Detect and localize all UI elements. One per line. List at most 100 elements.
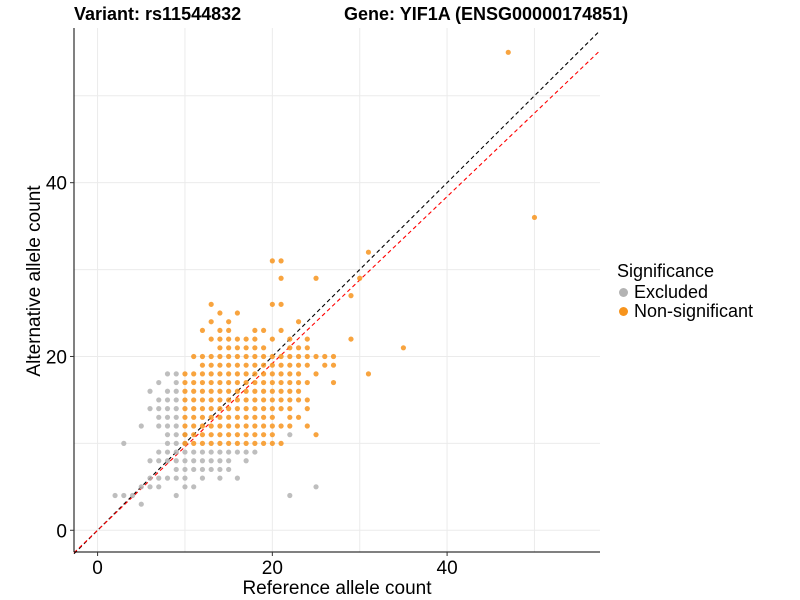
point-non-significant <box>348 336 354 342</box>
axes <box>73 28 600 553</box>
point-excluded <box>173 414 179 420</box>
point-non-significant <box>199 423 206 429</box>
point-excluded <box>208 466 214 473</box>
point-excluded <box>173 388 179 394</box>
point-non-significant <box>287 353 293 360</box>
point-non-significant <box>234 406 240 412</box>
point-non-significant <box>182 371 188 377</box>
point-non-significant <box>208 414 214 420</box>
point-non-significant <box>278 301 284 307</box>
point-excluded <box>252 449 258 455</box>
point-excluded <box>173 406 179 412</box>
point-non-significant <box>182 379 188 386</box>
point-non-significant <box>295 371 302 377</box>
gene-title: Gene: YIF1A (ENSG00000174851) <box>344 4 629 24</box>
point-excluded <box>173 432 179 438</box>
point-non-significant <box>226 371 232 377</box>
point-non-significant <box>304 379 310 386</box>
point-non-significant <box>217 362 223 368</box>
point-non-significant <box>269 440 275 446</box>
point-non-significant <box>252 371 258 377</box>
point-non-significant <box>243 388 249 394</box>
point-excluded <box>156 484 162 490</box>
point-non-significant <box>278 362 284 368</box>
point-non-significant <box>304 423 310 429</box>
y-tick-label: 40 <box>46 174 67 195</box>
point-excluded <box>173 440 179 446</box>
point-excluded <box>173 492 179 499</box>
reference-line-fit <box>73 50 601 554</box>
point-non-significant <box>226 379 232 386</box>
point-excluded <box>138 501 144 507</box>
point-non-significant <box>199 371 206 377</box>
point-non-significant <box>234 310 240 316</box>
point-non-significant <box>208 379 214 386</box>
point-non-significant <box>226 319 232 325</box>
variant-title: Variant: rs11544832 <box>74 4 242 24</box>
point-non-significant <box>295 362 302 368</box>
reference-lines <box>73 30 601 555</box>
x-tick-label: 40 <box>437 558 458 579</box>
point-non-significant <box>217 379 223 386</box>
point-non-significant <box>269 258 275 264</box>
point-non-significant <box>287 371 293 377</box>
point-excluded <box>156 397 162 403</box>
legend-item-non-significant: Non-significant <box>617 302 753 321</box>
point-excluded <box>208 449 214 455</box>
point-non-significant <box>348 293 354 299</box>
point-excluded <box>173 449 179 455</box>
point-excluded <box>156 449 162 455</box>
point-non-significant <box>252 397 258 403</box>
point-non-significant <box>234 440 240 446</box>
point-non-significant <box>208 397 214 403</box>
point-non-significant <box>226 440 232 446</box>
point-non-significant <box>531 214 538 221</box>
point-excluded <box>217 475 223 481</box>
point-non-significant <box>261 388 267 394</box>
point-non-significant <box>295 397 302 403</box>
point-non-significant <box>182 397 188 403</box>
point-non-significant <box>191 432 197 438</box>
point-non-significant <box>199 388 206 394</box>
point-non-significant <box>191 353 197 360</box>
point-excluded <box>199 475 206 481</box>
point-non-significant <box>287 406 293 412</box>
point-non-significant <box>295 319 302 325</box>
point-non-significant <box>243 397 249 403</box>
point-excluded <box>208 458 214 464</box>
point-excluded <box>191 449 197 455</box>
point-non-significant <box>191 388 197 394</box>
point-non-significant <box>243 345 249 351</box>
point-non-significant <box>252 406 258 412</box>
point-non-significant <box>261 423 267 429</box>
point-non-significant <box>243 362 249 368</box>
legend-key-non-significant <box>619 307 628 316</box>
point-non-significant <box>182 406 188 412</box>
point-non-significant <box>226 353 232 360</box>
point-excluded <box>226 449 232 455</box>
point-non-significant <box>252 336 258 342</box>
point-non-significant <box>217 336 223 342</box>
point-excluded <box>156 423 162 429</box>
point-non-significant <box>243 423 249 429</box>
point-non-significant <box>252 353 258 360</box>
point-non-significant <box>287 388 293 394</box>
point-excluded <box>121 492 127 499</box>
point-non-significant <box>208 440 214 446</box>
point-non-significant <box>278 371 284 377</box>
x-axis-title: Reference allele count <box>242 578 432 599</box>
point-non-significant <box>304 345 310 351</box>
point-non-significant <box>365 249 372 255</box>
point-non-significant <box>278 379 284 386</box>
point-excluded <box>138 423 144 429</box>
point-non-significant <box>182 414 188 420</box>
y-axis-title: Alternative allele count <box>24 185 45 377</box>
point-non-significant <box>278 406 284 412</box>
point-non-significant <box>278 397 284 403</box>
point-non-significant <box>208 353 214 360</box>
point-non-significant <box>199 379 206 386</box>
point-excluded <box>147 458 153 464</box>
point-non-significant <box>199 353 206 360</box>
point-non-significant <box>217 423 223 429</box>
